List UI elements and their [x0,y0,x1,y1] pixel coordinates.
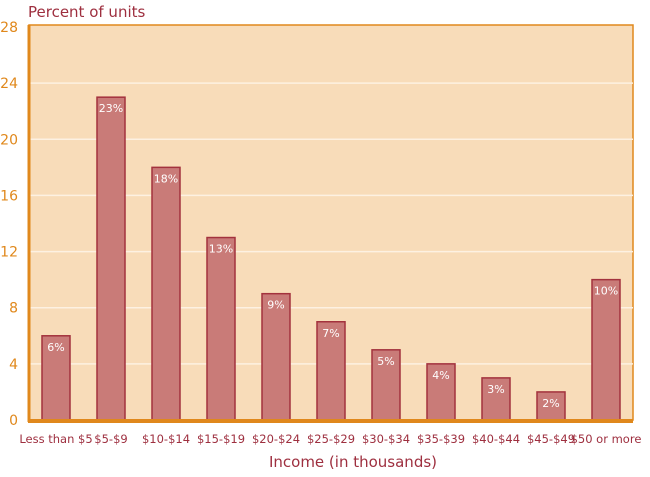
bar [481,377,511,421]
y-tick-label: 16 [0,188,18,204]
x-tick-label: $20-$24 [252,432,300,446]
x-tick-label: $50 or more [571,432,642,446]
data-label: 6% [47,341,64,354]
data-label: 4% [432,369,449,382]
bar [151,166,181,421]
bar [426,363,456,421]
bar [316,321,346,421]
data-label: 3% [487,383,504,396]
data-label: 2% [542,397,559,410]
bar [41,335,71,421]
data-label: 23% [99,102,123,115]
x-tick-label: $5-$9 [94,432,127,446]
y-tick-label: 28 [0,20,18,36]
x-tick-label: $15-$19 [197,432,245,446]
y-axis-title: Percent of units [28,3,145,21]
bar [206,236,236,421]
x-tick-label: Less than $5 [19,432,92,446]
x-axis-title: Income (in thousands) [269,453,437,471]
y-tick-label: 4 [9,357,18,373]
x-tick-label: $45-$49 [527,432,575,446]
data-label: 13% [209,243,233,256]
bar [591,278,621,421]
x-tick-label: $40-$44 [472,432,520,446]
data-label: 18% [154,172,178,185]
y-tick-label: 20 [0,132,18,148]
bar [261,292,291,421]
data-label: 5% [377,355,394,368]
y-tick-label: 24 [0,76,18,92]
x-tick-label: $30-$34 [362,432,410,446]
x-tick-label: $35-$39 [417,432,465,446]
x-tick-label: $25-$29 [307,432,355,446]
bar [96,96,126,421]
x-tick-label: $10-$14 [142,432,190,446]
data-label: 9% [267,299,284,312]
y-tick-label: 8 [9,301,18,317]
data-label: 10% [594,285,618,298]
y-tick-label: 12 [0,245,18,261]
y-tick-label: 0 [9,413,18,429]
data-label: 7% [322,327,339,340]
